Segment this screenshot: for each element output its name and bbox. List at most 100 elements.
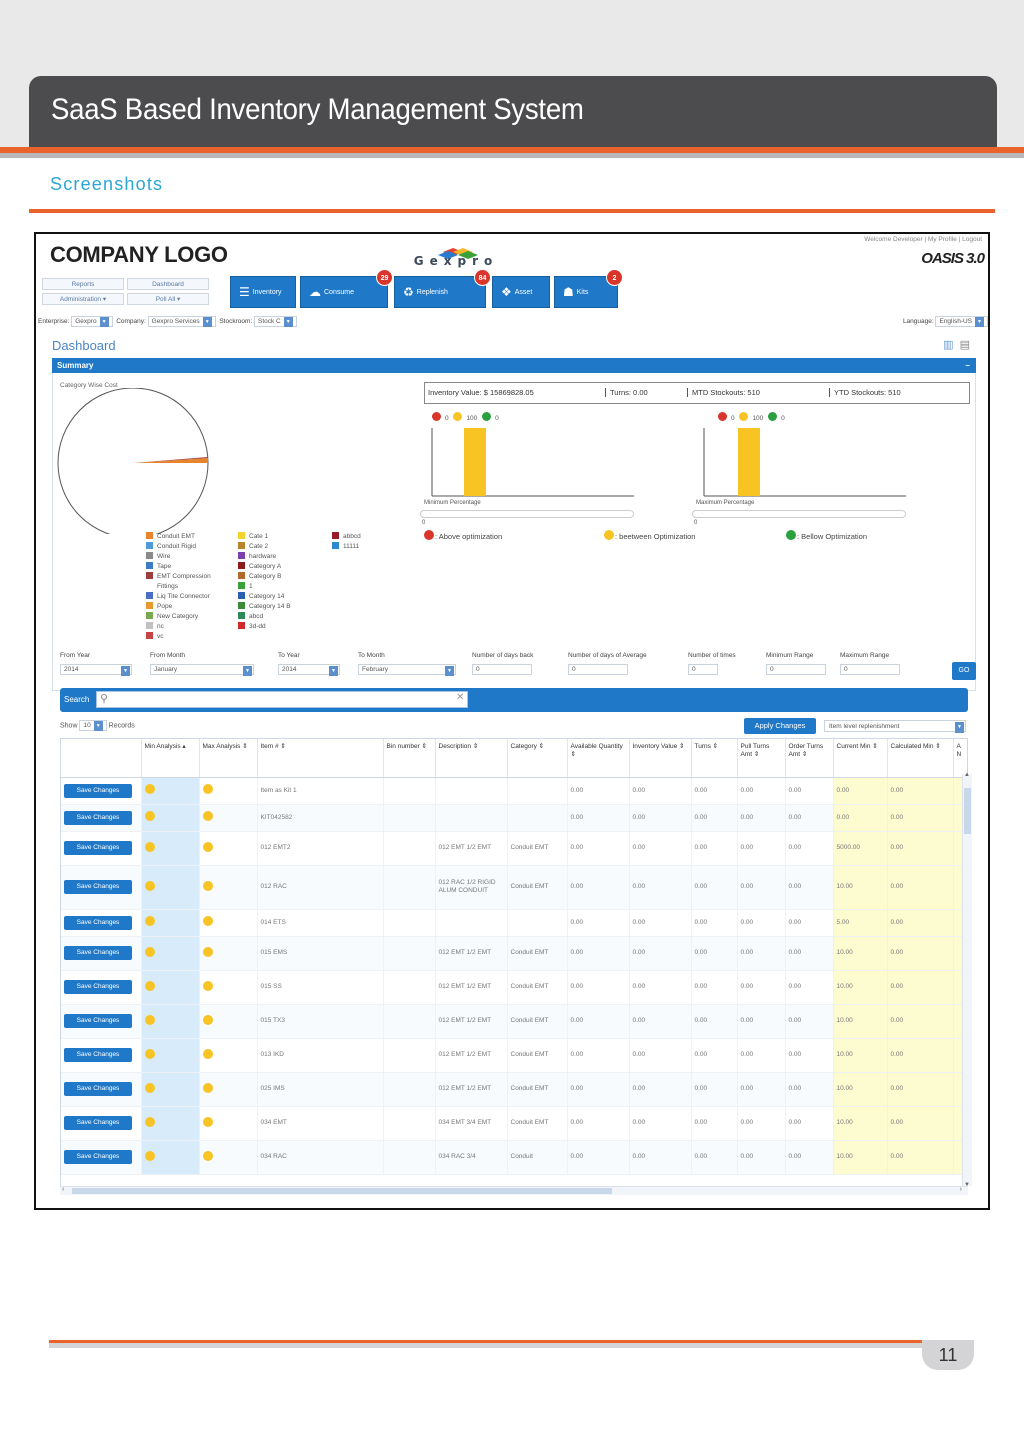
poll-all-select[interactable]: Poll All ▾: [127, 293, 209, 305]
column-header[interactable]: Description ⇕: [435, 739, 508, 778]
red-dot: [424, 530, 434, 540]
yellow-dot-icon: [144, 1116, 155, 1127]
reports-link[interactable]: Reports: [42, 278, 124, 290]
replenish-button[interactable]: ♻ Replenish 84: [394, 269, 491, 308]
scroll-up-icon[interactable]: ▲: [964, 772, 970, 778]
go-button[interactable]: GO: [952, 662, 976, 680]
description-cell: 012 EMT 1/2 EMT: [435, 1004, 508, 1039]
vertical-scrollbar[interactable]: ▲ ▼: [962, 772, 972, 1188]
available-cell: 0.00: [567, 1038, 630, 1073]
inventory-button[interactable]: ☰ Inventory: [230, 276, 296, 308]
section-rule: [29, 209, 995, 213]
to-year-select[interactable]: 2014 ▼: [278, 664, 340, 676]
pull-turns: 0.00: [740, 813, 754, 821]
calculated-min: 0.00: [890, 813, 904, 821]
table-view-icon[interactable]: ▤: [959, 339, 970, 351]
save-changes-button[interactable]: Save Changes: [64, 1116, 132, 1130]
scroll-right-icon[interactable]: ›: [959, 1186, 962, 1193]
language-select[interactable]: English-US ▼: [935, 316, 988, 327]
to-month-select[interactable]: February ▼: [358, 664, 456, 676]
save-changes-button[interactable]: Save Changes: [64, 980, 132, 994]
column-header[interactable]: Category ⇕: [507, 739, 568, 778]
pull-turns-cell: 0.00: [737, 865, 786, 910]
kits-badge: 2: [606, 269, 623, 286]
column-header[interactable]: Bin number ⇕: [383, 739, 436, 778]
column-header[interactable]: Max Analysis ⇕: [199, 739, 258, 778]
column-header[interactable]: Pull Turns Amt ⇕: [737, 739, 786, 778]
horizontal-scrollbar[interactable]: ‹ ›: [60, 1186, 968, 1195]
item-number: 015 TX3: [260, 1017, 285, 1024]
save-changes-button[interactable]: Save Changes: [64, 810, 132, 825]
kits-button[interactable]: ☗ Kits 2: [554, 269, 623, 308]
order-turns: 0.00: [788, 1085, 802, 1092]
save-changes-button[interactable]: Save Changes: [64, 1048, 132, 1062]
order-turns-cell: 0.00: [785, 804, 834, 832]
max-range-slider[interactable]: [692, 510, 906, 518]
item-cell: 015 TX3: [257, 1004, 384, 1039]
days-average-input[interactable]: 0: [568, 664, 628, 675]
save-changes-button[interactable]: Save Changes: [64, 946, 132, 960]
column-header[interactable]: Current Min ⇕: [833, 739, 888, 778]
days-back-input[interactable]: 0: [472, 664, 532, 675]
welcome-links[interactable]: Welcome Developer | My Profile | Logout: [864, 236, 982, 243]
page-size-select[interactable]: 10 ▼: [79, 720, 107, 731]
max-analysis-cell: [199, 1004, 258, 1039]
dashboard-link[interactable]: Dashboard: [127, 278, 209, 290]
scroll-down-icon[interactable]: ▼: [964, 1182, 970, 1188]
table-row: Save Changes 015 EMS 012 EMT 1/2 EMT Condui…: [61, 936, 967, 971]
column-header[interactable]: Turns ⇕: [691, 739, 738, 778]
min-range-slider[interactable]: [420, 510, 634, 518]
scroll-left-icon[interactable]: ‹: [62, 1186, 65, 1193]
save-changes-button[interactable]: Save Changes: [64, 783, 132, 798]
item-cell: 034 RAC: [257, 1140, 384, 1175]
administration-menu[interactable]: Administration ▾: [42, 293, 124, 305]
save-changes-button[interactable]: Save Changes: [64, 915, 132, 930]
save-changes-button[interactable]: Save Changes: [64, 1014, 132, 1028]
vertical-scroll-thumb[interactable]: [964, 788, 971, 834]
pull-turns-cell: 0.00: [737, 1106, 786, 1141]
asset-button[interactable]: ❖ Asset: [492, 276, 550, 308]
category-cell: [507, 909, 568, 937]
pull-turns-cell: 0.00: [737, 970, 786, 1005]
minimum-range-input[interactable]: 0: [766, 664, 826, 675]
column-header[interactable]: A N: [953, 739, 967, 778]
page-number: 11: [922, 1340, 974, 1370]
legend-item: vc: [146, 632, 164, 641]
column-header[interactable]: Available Quantity ⇕: [567, 739, 630, 778]
from-year-select[interactable]: 2014 ▼: [60, 664, 132, 676]
column-header[interactable]: Calculated Min ⇕: [887, 739, 954, 778]
legend-swatch: [146, 622, 153, 629]
records-label: Records: [108, 722, 135, 730]
close-icon[interactable]: ✕: [456, 692, 465, 703]
column-header[interactable]: Inventory Value ⇕: [629, 739, 692, 778]
replenishment-select[interactable]: Item level replenishment ▼: [824, 720, 966, 733]
company-select[interactable]: Gexpro Services ▼: [147, 316, 216, 327]
legend-item: Pope: [146, 602, 172, 611]
column-header[interactable]: Min Analysis ▴: [141, 739, 200, 778]
apply-changes-button[interactable]: Apply Changes: [744, 718, 816, 734]
maximum-range-input[interactable]: 0: [840, 664, 900, 675]
stockroom-select[interactable]: Stock C ▼: [254, 316, 297, 327]
enterprise-select[interactable]: Gexpro ▼: [71, 316, 113, 327]
search-input[interactable]: [96, 691, 468, 708]
bin-cell: [383, 936, 436, 971]
number-of-times-input[interactable]: 0: [688, 664, 718, 675]
column-header[interactable]: Item # ⇕: [257, 739, 384, 778]
save-changes-button[interactable]: Save Changes: [64, 880, 132, 894]
column-header[interactable]: Order Turns Amt ⇕: [785, 739, 834, 778]
save-changes-button[interactable]: Save Changes: [64, 1150, 132, 1164]
save-changes-button[interactable]: Save Changes: [64, 1082, 132, 1096]
inventory-value-cell: 0.00: [629, 1072, 692, 1107]
above-optimization-legend: : Above optimization: [424, 530, 502, 541]
horizontal-scroll-thumb[interactable]: [72, 1188, 612, 1194]
item-number: 034 RAC: [260, 1153, 287, 1160]
summary-header[interactable]: Summary –: [52, 358, 976, 373]
consume-button[interactable]: ☁ Consume 29: [300, 269, 393, 308]
bar-chart-icon[interactable]: ▥: [943, 339, 954, 351]
collapse-icon[interactable]: –: [965, 361, 970, 370]
bin-cell: [383, 1140, 436, 1175]
save-changes-button[interactable]: Save Changes: [64, 841, 132, 855]
from-month-select[interactable]: January ▼: [150, 664, 254, 676]
category-cell: [507, 777, 568, 805]
chevron-down-icon: ▼: [99, 317, 109, 327]
